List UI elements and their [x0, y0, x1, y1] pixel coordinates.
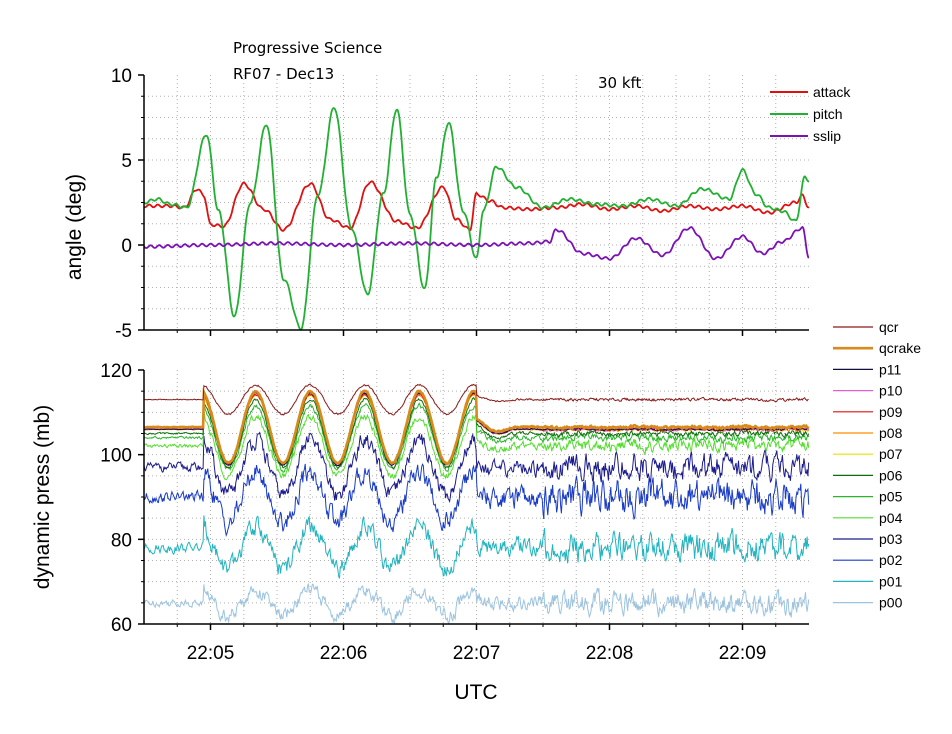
- pressure-axis-label: dynamic press (mb): [31, 405, 54, 589]
- legend-label-attack: attack: [813, 84, 851, 100]
- axes: [138, 74, 809, 630]
- y-tick-label: 120: [100, 361, 132, 382]
- series-line-attack: [143, 180, 810, 232]
- legend-label-pitch: pitch: [813, 106, 843, 122]
- legend-label-p10: p10: [879, 383, 903, 399]
- legend-label-p06: p06: [879, 467, 903, 483]
- altitude-annotation: 30 kft: [598, 74, 642, 92]
- legend-label-p00: p00: [879, 595, 903, 611]
- series-line-sslip: [143, 225, 810, 261]
- legend-label-qcrake: qcrake: [879, 340, 921, 356]
- legend-label-p02: p02: [879, 552, 903, 568]
- legend-label-p08: p08: [879, 425, 903, 441]
- y-tick-label: 60: [111, 615, 132, 636]
- y-tick-label: 10: [111, 66, 132, 87]
- legend-label-qcr: qcr: [879, 319, 899, 335]
- x-tick-label: 22:08: [586, 643, 634, 664]
- legend-label-p01: p01: [879, 573, 903, 589]
- legend-label-p05: p05: [879, 489, 903, 505]
- x-tick-label: 22:09: [719, 643, 767, 664]
- x-tick-label: 22:05: [187, 643, 235, 664]
- legend-label-p11: p11: [879, 361, 902, 377]
- y-tick-label: -5: [115, 321, 132, 342]
- legend-label-sslip: sslip: [813, 128, 841, 144]
- series-line-qcrake: [143, 387, 810, 466]
- angle-panel-gridlines: [144, 75, 809, 330]
- series-line-p03: [143, 431, 810, 504]
- x-tick-label: 22:07: [453, 643, 501, 664]
- tick-labels: -5 0 5 10 60 80 100 120 22:05 22:06 22:07 22:08 22:0…: [100, 66, 766, 664]
- chart-title-line2: RF07 - Dec13: [233, 65, 334, 83]
- pressure-panel-series: [143, 383, 810, 625]
- y-tick-label: 5: [121, 151, 132, 172]
- series-line-p02: [143, 463, 810, 537]
- chart-title-line1: Progressive Science: [233, 39, 382, 57]
- legend-label-p09: p09: [879, 404, 903, 420]
- legend-label-p03: p03: [879, 531, 903, 547]
- x-axis-label: UTC: [454, 681, 497, 704]
- legend-label-p04: p04: [879, 510, 903, 526]
- angle-axis-label: angle (deg): [63, 174, 86, 280]
- series-line-pitch: [143, 107, 810, 331]
- x-tick-label: 22:06: [320, 643, 368, 664]
- y-tick-label: 80: [111, 530, 132, 551]
- angle-panel-series: [143, 107, 810, 331]
- y-tick-label: 100: [100, 446, 132, 467]
- series-line-p01: [143, 515, 810, 579]
- series-line-p00: [144, 583, 810, 625]
- series-line-qcr: [143, 383, 809, 416]
- y-tick-label: 0: [121, 236, 132, 257]
- pressure-legend: qcr qcrake p11 p10 p09 p08 p07 p06 p05 p04 p03 p02 p…: [833, 319, 921, 611]
- angle-legend: attack pitch sslip: [770, 84, 851, 144]
- legend-label-p07: p07: [879, 446, 903, 462]
